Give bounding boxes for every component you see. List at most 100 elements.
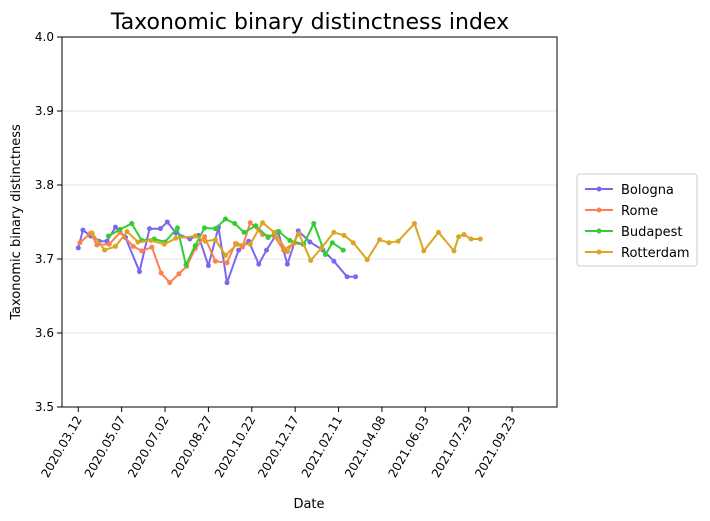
data-point bbox=[395, 238, 401, 244]
data-point bbox=[271, 229, 277, 235]
data-point bbox=[256, 261, 262, 267]
legend-label: Rome bbox=[621, 204, 658, 219]
data-point bbox=[308, 257, 314, 263]
data-point bbox=[202, 238, 208, 244]
data-point bbox=[386, 240, 392, 246]
series-bologna bbox=[75, 219, 359, 286]
data-point bbox=[147, 226, 153, 232]
data-point bbox=[322, 252, 328, 258]
data-point bbox=[264, 247, 270, 253]
data-point bbox=[344, 274, 350, 280]
data-point bbox=[260, 220, 266, 226]
data-point bbox=[129, 220, 135, 226]
legend-marker bbox=[596, 228, 602, 234]
y-tick-label: 4.0 bbox=[35, 30, 54, 44]
data-point bbox=[477, 236, 483, 242]
data-point bbox=[222, 216, 228, 222]
data-point bbox=[284, 261, 290, 267]
data-point bbox=[167, 280, 173, 286]
data-point bbox=[124, 229, 130, 235]
data-point bbox=[202, 225, 208, 231]
data-point bbox=[241, 229, 247, 235]
data-point bbox=[341, 232, 347, 238]
y-tick-label: 3.8 bbox=[35, 178, 54, 192]
data-point bbox=[112, 243, 118, 249]
data-point bbox=[192, 243, 198, 249]
data-point bbox=[461, 232, 467, 238]
data-point bbox=[331, 258, 337, 264]
data-point bbox=[135, 239, 141, 245]
data-point bbox=[364, 257, 370, 263]
data-point bbox=[158, 270, 164, 276]
legend-label: Bologna bbox=[621, 183, 674, 198]
data-point bbox=[148, 238, 154, 243]
x-axis-label: Date bbox=[293, 497, 324, 512]
y-tick-label: 3.6 bbox=[35, 326, 54, 340]
data-point bbox=[311, 220, 317, 226]
data-point bbox=[232, 220, 238, 226]
data-point bbox=[329, 240, 335, 246]
chart-title: Taxonomic binary distinctness index bbox=[110, 10, 509, 35]
data-point bbox=[117, 226, 123, 232]
data-point bbox=[421, 248, 427, 254]
data-point bbox=[202, 234, 208, 240]
data-point bbox=[234, 241, 240, 247]
data-point bbox=[451, 248, 457, 254]
data-point bbox=[102, 247, 108, 253]
data-point bbox=[130, 243, 136, 249]
data-point bbox=[164, 219, 170, 225]
data-point bbox=[205, 263, 211, 269]
legend-box bbox=[576, 173, 698, 267]
data-point bbox=[89, 230, 95, 236]
data-point bbox=[350, 240, 356, 246]
data-point bbox=[94, 242, 100, 248]
data-point bbox=[149, 244, 155, 250]
data-point bbox=[239, 244, 245, 250]
data-point bbox=[212, 237, 218, 243]
data-point bbox=[136, 269, 142, 275]
data-point bbox=[112, 224, 118, 230]
data-point bbox=[265, 235, 271, 241]
y-tick-label: 3.9 bbox=[35, 104, 54, 118]
plot-frame bbox=[61, 36, 558, 408]
data-point bbox=[411, 220, 417, 226]
data-point bbox=[377, 237, 383, 243]
data-point bbox=[105, 233, 111, 239]
data-point bbox=[222, 252, 228, 258]
data-point bbox=[307, 239, 313, 245]
data-point bbox=[247, 241, 253, 247]
data-point bbox=[224, 280, 230, 286]
data-point bbox=[174, 225, 180, 231]
data-point bbox=[296, 231, 302, 237]
data-point bbox=[161, 241, 167, 247]
data-point bbox=[353, 274, 359, 280]
data-point bbox=[253, 223, 259, 229]
data-point bbox=[192, 233, 198, 239]
data-point bbox=[468, 236, 474, 242]
legend-marker bbox=[596, 249, 602, 255]
data-point bbox=[276, 229, 282, 235]
data-point bbox=[340, 247, 346, 253]
legend-marker bbox=[596, 186, 602, 192]
data-point bbox=[183, 262, 189, 268]
data-point bbox=[331, 229, 337, 235]
data-point bbox=[212, 258, 218, 264]
y-axis: 3.5 3.6 3.7 3.8 3.9 4.0 bbox=[35, 30, 62, 414]
y-tick-label: 3.7 bbox=[35, 252, 54, 266]
data-point bbox=[435, 229, 441, 235]
y-axis-label: Taxonomic binary distinctness bbox=[9, 124, 24, 321]
data-point bbox=[80, 227, 86, 233]
data-point bbox=[236, 247, 242, 253]
data-point bbox=[139, 248, 145, 254]
data-point bbox=[247, 220, 253, 226]
data-point bbox=[75, 245, 81, 251]
data-point bbox=[176, 271, 182, 277]
data-point bbox=[173, 235, 179, 241]
data-point bbox=[106, 241, 112, 247]
data-point bbox=[224, 260, 230, 266]
data-point bbox=[456, 234, 462, 240]
legend: Bologna Rome Budapest Rotterdam bbox=[576, 173, 698, 267]
y-tick-label: 3.5 bbox=[35, 400, 54, 414]
data-point bbox=[287, 238, 293, 243]
